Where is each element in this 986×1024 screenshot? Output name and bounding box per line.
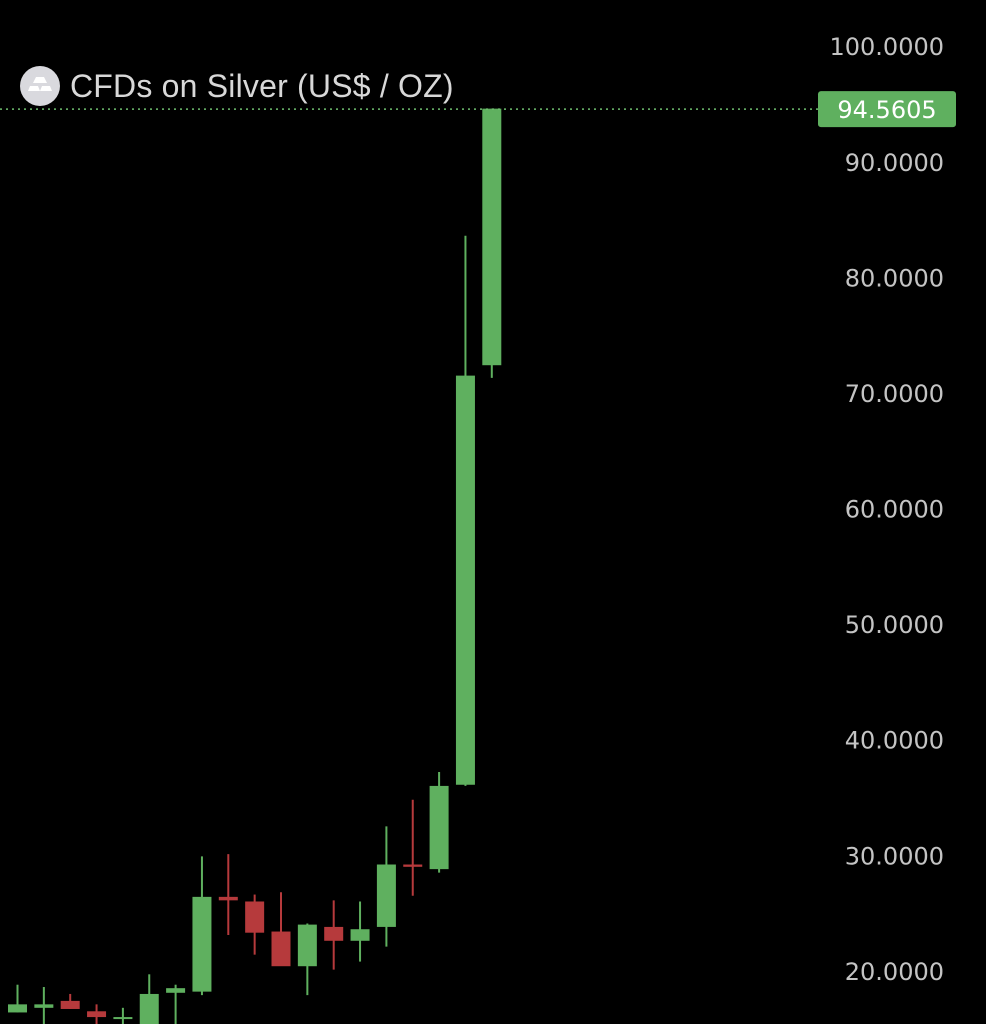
y-tick-label: 80.0000 (845, 264, 944, 292)
candle-body (403, 864, 423, 867)
candle[interactable] (403, 799, 423, 896)
candle-body (139, 993, 159, 1024)
y-tick-label: 90.0000 (845, 149, 944, 177)
candle-body (350, 929, 370, 941)
y-axis: 20.0000 30.0000 40.0000 50.0000 60.0000 70.00… (829, 33, 944, 986)
candle-body (166, 988, 186, 993)
candle-body (455, 375, 475, 785)
y-tick-label: 30.0000 (845, 842, 944, 870)
candle-body (87, 1011, 107, 1018)
candle-body (245, 901, 265, 933)
candle-body (297, 924, 317, 967)
last-price-label: 94.5605 (837, 96, 936, 124)
candle[interactable] (218, 854, 238, 936)
y-tick-label: 40.0000 (845, 727, 944, 755)
candle[interactable] (166, 984, 186, 1024)
silver-bars-icon (20, 66, 60, 106)
y-tick-label: 50.0000 (845, 611, 944, 639)
candle-body (376, 864, 396, 927)
candle-body (324, 926, 344, 941)
candle[interactable] (113, 1007, 133, 1024)
candle[interactable] (482, 108, 502, 378)
chart-header: CFDs on Silver (US$ / OZ) (20, 66, 454, 106)
candle[interactable] (324, 900, 344, 970)
candle-body (60, 1000, 80, 1009)
y-tick-label: 100.0000 (829, 33, 944, 61)
y-tick-label: 70.0000 (845, 380, 944, 408)
candle[interactable] (192, 856, 212, 996)
candle[interactable] (350, 901, 370, 962)
last-price-tag: 94.5605 (818, 91, 956, 128)
candle-body (218, 896, 238, 901)
candle-body (34, 1004, 54, 1008)
candle-body (271, 931, 291, 967)
candle[interactable] (8, 984, 27, 1013)
candle[interactable] (87, 1004, 107, 1024)
candle[interactable] (34, 987, 54, 1024)
candle[interactable] (376, 826, 396, 947)
y-tick-label: 20.0000 (845, 958, 944, 986)
candle-body (8, 1004, 27, 1013)
y-tick-label: 60.0000 (845, 496, 944, 524)
candle[interactable] (455, 235, 475, 786)
candle[interactable] (271, 892, 291, 967)
candle[interactable] (139, 974, 159, 1024)
candle[interactable] (429, 772, 449, 873)
candle-body (482, 108, 502, 366)
candle-body (429, 785, 449, 870)
candle[interactable] (245, 894, 265, 955)
chart-title: CFDs on Silver (US$ / OZ) (70, 67, 454, 104)
candle-body (113, 1017, 133, 1020)
candle[interactable] (60, 993, 80, 1009)
candles-layer (8, 108, 502, 1024)
candle[interactable] (297, 923, 317, 996)
candle-body (192, 896, 212, 992)
